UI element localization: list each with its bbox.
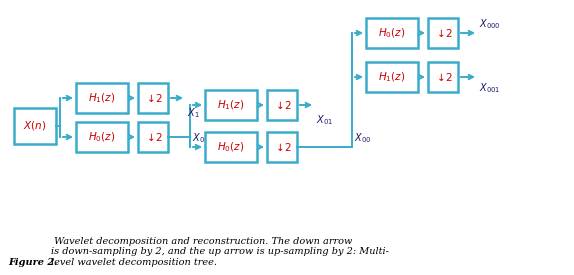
Text: $H_0(z)$: $H_0(z)$ <box>88 130 116 144</box>
Bar <box>267 90 297 120</box>
Bar <box>267 132 297 162</box>
Bar <box>138 83 168 113</box>
Text: $X(n)$: $X(n)$ <box>24 120 46 133</box>
Text: $X_{001}$: $X_{001}$ <box>479 81 501 95</box>
Text: $\downarrow\!2$: $\downarrow\!2$ <box>273 141 291 153</box>
Text: Figure 2.: Figure 2. <box>9 258 58 267</box>
Text: $H_1(z)$: $H_1(z)$ <box>378 70 406 84</box>
Bar <box>14 108 56 144</box>
Text: Wavelet decomposition and reconstruction. The down arrow
is down-sampling by 2, : Wavelet decomposition and reconstruction… <box>51 237 389 267</box>
Text: $X_{01}$: $X_{01}$ <box>316 113 333 127</box>
Bar <box>428 18 458 48</box>
Text: $\downarrow\!2$: $\downarrow\!2$ <box>273 100 291 111</box>
Text: $\downarrow\!2$: $\downarrow\!2$ <box>434 28 452 38</box>
Bar <box>205 132 257 162</box>
Text: $H_1(z)$: $H_1(z)$ <box>218 98 245 112</box>
Bar <box>76 122 128 152</box>
Bar <box>76 83 128 113</box>
Text: $X_0$: $X_0$ <box>192 131 205 145</box>
Text: $\downarrow\!2$: $\downarrow\!2$ <box>144 92 162 103</box>
Bar <box>366 18 418 48</box>
Text: $X_{000}$: $X_{000}$ <box>479 17 501 31</box>
Text: $\downarrow\!2$: $\downarrow\!2$ <box>144 131 162 142</box>
Bar <box>428 62 458 92</box>
Text: $H_0(z)$: $H_0(z)$ <box>218 140 245 154</box>
Bar <box>366 62 418 92</box>
Bar <box>138 122 168 152</box>
Text: $X_{00}$: $X_{00}$ <box>354 131 371 145</box>
Text: $H_1(z)$: $H_1(z)$ <box>88 91 116 105</box>
Text: $X_1$: $X_1$ <box>187 106 200 120</box>
Text: $\downarrow\!2$: $\downarrow\!2$ <box>434 72 452 82</box>
Text: $H_0(z)$: $H_0(z)$ <box>378 26 406 40</box>
Bar <box>205 90 257 120</box>
